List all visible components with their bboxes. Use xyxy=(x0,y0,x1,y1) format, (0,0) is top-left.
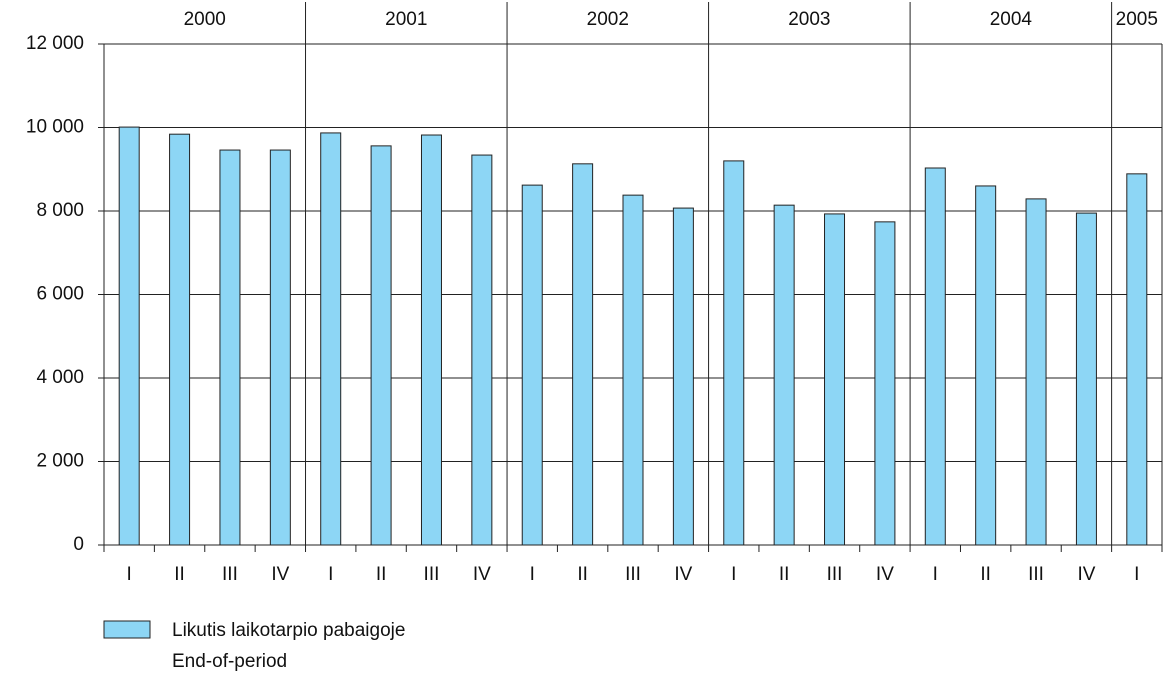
group-label: 2001 xyxy=(385,9,427,30)
bar xyxy=(773,204,795,546)
bar xyxy=(874,221,896,546)
y-tick-label: 8 000 xyxy=(36,200,84,221)
group-label: 2002 xyxy=(587,9,629,30)
x-tick-label: II xyxy=(174,564,185,585)
x-tick-label: I xyxy=(1134,564,1139,585)
bar xyxy=(572,163,594,546)
x-tick-label: IV xyxy=(271,564,289,585)
bar xyxy=(1025,198,1047,546)
x-tick-label: IV xyxy=(473,564,491,585)
bar xyxy=(975,185,997,546)
bar xyxy=(370,145,392,546)
x-tick-label: IV xyxy=(1077,564,1095,585)
bar xyxy=(824,213,846,546)
bar xyxy=(1075,212,1097,546)
x-tick-label: II xyxy=(577,564,588,585)
bar xyxy=(622,194,644,546)
x-tick-label: II xyxy=(779,564,790,585)
bar xyxy=(924,167,946,546)
group-label: 2003 xyxy=(788,9,830,30)
x-tick-label: I xyxy=(127,564,132,585)
x-tick-label: I xyxy=(731,564,736,585)
x-tick-label: III xyxy=(424,564,440,585)
x-tick-label: III xyxy=(827,564,843,585)
group-label: 2004 xyxy=(990,9,1033,30)
y-tick-label: 10 000 xyxy=(26,117,84,138)
legend-swatch xyxy=(103,620,151,639)
y-tick-label: 2 000 xyxy=(36,451,84,472)
x-tick-label: IV xyxy=(674,564,692,585)
group-label: 2000 xyxy=(184,9,226,30)
x-tick-label: III xyxy=(222,564,238,585)
y-tick-label: 4 000 xyxy=(36,367,84,388)
bar xyxy=(1126,173,1148,546)
bar xyxy=(723,160,745,546)
bar xyxy=(521,184,543,546)
legend-label: Likutis laikotarpio pabaigoje xyxy=(172,620,405,641)
bar xyxy=(420,134,442,546)
x-tick-label: I xyxy=(933,564,938,585)
bar xyxy=(219,149,241,546)
bar xyxy=(672,207,694,546)
x-tick-label: I xyxy=(530,564,535,585)
x-tick-label: II xyxy=(980,564,991,585)
x-tick-label: II xyxy=(376,564,387,585)
x-tick-label: III xyxy=(1028,564,1044,585)
group-label: 2005 xyxy=(1116,9,1158,30)
bar xyxy=(169,133,191,546)
bar xyxy=(320,132,342,546)
x-tick-label: I xyxy=(328,564,333,585)
x-tick-label: III xyxy=(625,564,641,585)
y-tick-label: 12 000 xyxy=(26,33,84,54)
bar xyxy=(118,126,140,546)
x-tick-label: IV xyxy=(876,564,894,585)
legend-label: End-of-period xyxy=(172,651,287,672)
bar xyxy=(269,149,291,546)
bar xyxy=(471,154,493,546)
y-tick-label: 6 000 xyxy=(36,284,84,305)
y-tick-label: 0 xyxy=(73,534,84,555)
